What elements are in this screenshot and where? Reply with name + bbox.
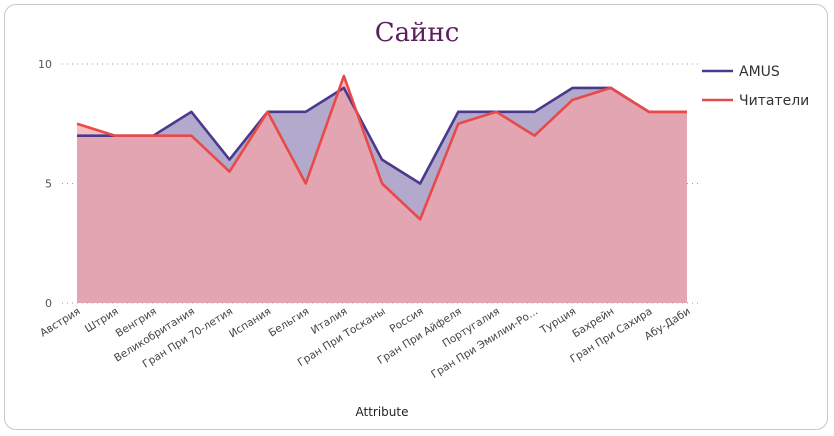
y-tick-label: 5: [45, 178, 52, 191]
x-axis-title: Attribute: [356, 405, 409, 419]
x-tick-label: Испания: [227, 305, 273, 340]
x-tick-label: Бельгия: [267, 305, 312, 339]
chart-title: Сайнс: [375, 18, 460, 48]
legend-label-0: AMUS: [739, 64, 780, 80]
y-axis-ticks: 0 5 10: [38, 58, 52, 310]
y-tick-label: 10: [38, 58, 52, 71]
y-tick-label: 0: [45, 297, 52, 310]
series-lines: [76, 74, 687, 221]
legend: AMUS Читатели: [702, 64, 809, 109]
series-areas: [77, 75, 687, 304]
series-area-1: [77, 75, 687, 303]
series-line-0: [77, 86, 687, 185]
legend-label-1: Читатели: [739, 93, 809, 109]
series-line-1: [76, 74, 687, 221]
x-tick-label: Австрия: [38, 305, 83, 339]
